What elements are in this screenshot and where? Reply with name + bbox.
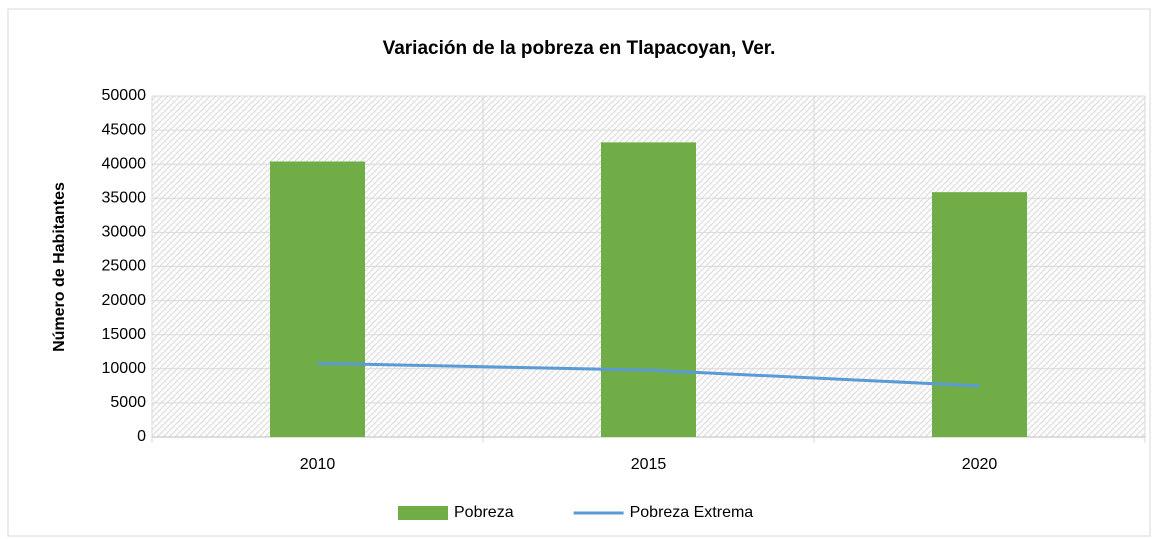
y-tick-label: 10000	[102, 360, 147, 377]
y-tick-label: 45000	[102, 121, 147, 138]
legend-label: Pobreza	[454, 504, 514, 521]
legend-swatch	[398, 506, 448, 520]
chart-title: Variación de la pobreza en Tlapacoyan, V…	[383, 38, 776, 59]
y-tick-label: 35000	[102, 190, 147, 207]
x-tick-label: 2015	[631, 456, 667, 473]
y-tick-label: 40000	[102, 155, 147, 172]
line	[317, 361, 980, 388]
bar	[601, 142, 696, 437]
y-tick-label: 15000	[102, 326, 147, 343]
y-tick-label: 25000	[102, 258, 147, 275]
y-tick-label: 20000	[102, 292, 147, 309]
y-tick-label: 30000	[102, 224, 147, 241]
legend-label: Pobreza Extrema	[630, 504, 754, 521]
x-tick-label: 2020	[962, 456, 998, 473]
y-tick-label: 5000	[110, 394, 146, 411]
y-tick-label: 0	[137, 428, 146, 445]
bar	[270, 161, 365, 438]
x-tick-label: 2010	[300, 456, 336, 473]
y-axis-label: Número de Habitantes	[51, 182, 68, 352]
y-tick-label: 50000	[102, 87, 147, 104]
bar	[932, 192, 1027, 437]
